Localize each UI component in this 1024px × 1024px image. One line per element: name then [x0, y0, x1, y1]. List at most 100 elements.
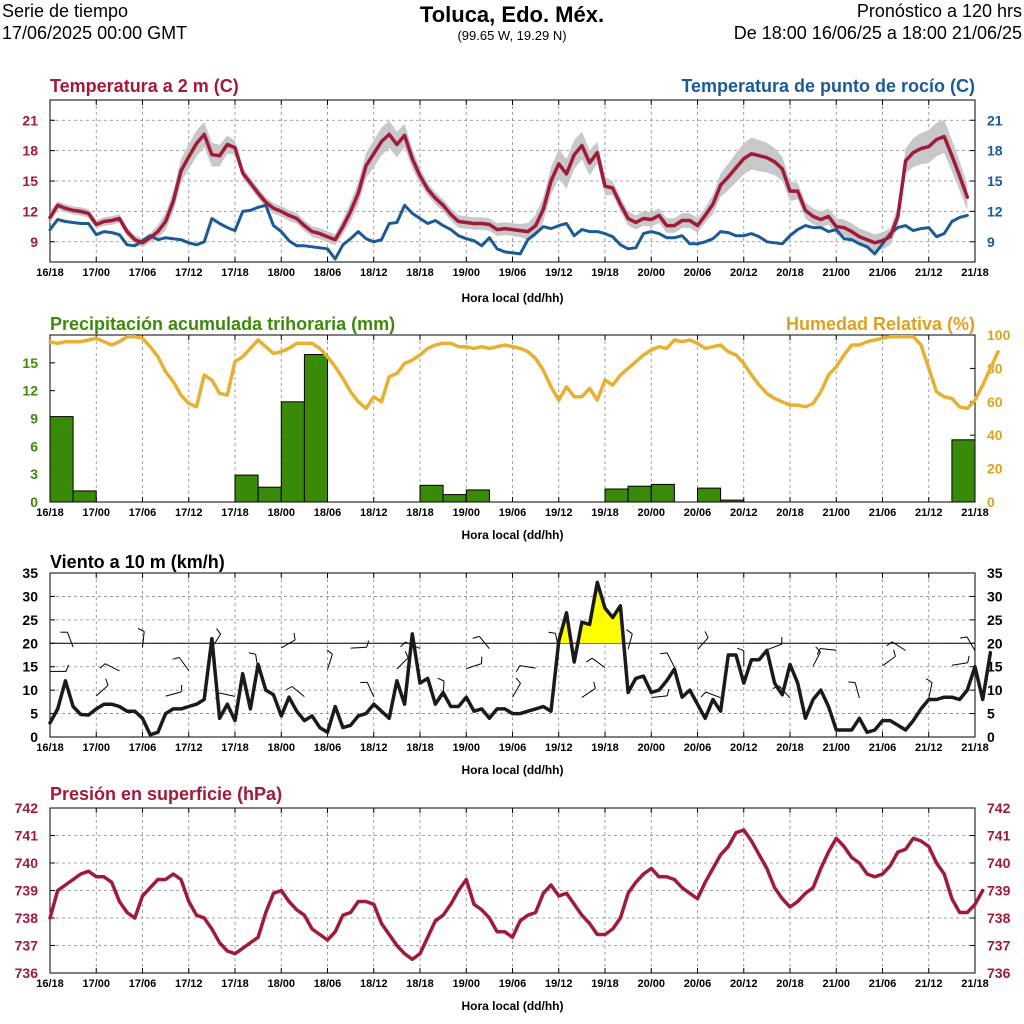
wind-exceedance-fill — [577, 582, 624, 644]
wind-barb-flag — [737, 647, 744, 652]
x-tick-label: 21/06 — [869, 507, 897, 519]
x-tick-label: 18/00 — [267, 507, 295, 519]
location-title: Toluca, Edo. Méx. — [419, 2, 605, 27]
forecast-period-label: De 18:00 16/06/25 a 18:00 21/06/25 — [733, 23, 1022, 43]
x-tick-label: 18/00 — [267, 978, 295, 990]
temp-axis-tick-label: 9 — [30, 234, 38, 250]
x-tick-label: 17/00 — [82, 267, 110, 279]
pressure-axis-tick-label: 739 — [987, 883, 1011, 899]
x-axis-label: Hora local (dd/hh) — [462, 999, 564, 1013]
x-tick-label: 21/12 — [915, 507, 943, 519]
wind-barb-flag — [172, 657, 180, 660]
wind-barb-flag — [626, 629, 633, 635]
x-axis-label: Hora local (dd/hh) — [462, 763, 564, 777]
pressure-axis-tick-label: 738 — [987, 910, 1011, 926]
x-tick-label: 20/18 — [776, 978, 804, 990]
x-tick-label: 19/18 — [591, 507, 619, 519]
x-tick-label: 16/18 — [36, 507, 64, 519]
wind-barb-flag — [704, 631, 709, 638]
x-tick-label: 19/00 — [452, 742, 480, 754]
humidity-axis-tick-label: 20 — [987, 461, 1003, 477]
wind-barb — [366, 681, 375, 698]
wind-axis-tick-label: 30 — [22, 588, 38, 604]
wind-barb-flag — [515, 665, 521, 672]
precip-bar — [627, 485, 652, 503]
wind-barb-flag — [886, 641, 893, 647]
wind-barb — [178, 657, 190, 671]
x-tick-label: 18/12 — [360, 742, 388, 754]
x-tick-label: 17/00 — [82, 507, 110, 519]
wind-barb — [327, 654, 333, 670]
wind-barb-flag — [967, 655, 970, 663]
x-tick-label: 21/06 — [869, 742, 897, 754]
run-date-label: 17/06/2025 00:00 GMT — [2, 23, 188, 43]
dewpoint-axis-tick-label: 12 — [987, 203, 1003, 219]
precip-bar — [604, 488, 629, 503]
x-tick-label: 16/18 — [36, 742, 64, 754]
wind-barb-flag — [366, 640, 370, 648]
x-tick-label: 17/18 — [221, 507, 249, 519]
wind-barb — [281, 639, 296, 649]
dewpoint-line — [48, 203, 969, 261]
x-tick-label: 19/18 — [591, 267, 619, 279]
panel-2: 16/18 17/00 17/06 17/12 17/18 18/00 18/06 18/12… — [22, 314, 1010, 542]
wind-barb — [627, 633, 633, 650]
wind-barb — [854, 682, 860, 699]
temp-axis-tick-label: 21 — [22, 112, 38, 128]
wind-barb — [478, 635, 490, 650]
temp-axis-tick-label: 18 — [22, 143, 38, 159]
pressure-axis-tick-label: 740 — [15, 855, 39, 871]
humidity-axis-tick-label: 60 — [987, 394, 1003, 410]
wind-barb — [591, 657, 606, 669]
precip-bar — [280, 401, 305, 503]
temperature-range-band — [50, 119, 968, 252]
wind-barb — [581, 688, 596, 698]
pressure-axis-tick-label: 742 — [987, 800, 1011, 816]
x-tick-label: 18/18 — [406, 267, 434, 279]
x-tick-label: 21/18 — [961, 978, 989, 990]
wind-axis-tick-label: 0 — [30, 729, 38, 745]
wind-title: Viento a 10 m (km/h) — [50, 552, 225, 572]
x-tick-label: 17/00 — [82, 978, 110, 990]
x-tick-label: 19/06 — [499, 742, 527, 754]
wind-axis-tick-label: 0 — [987, 729, 995, 745]
x-tick-label: 18/06 — [314, 507, 342, 519]
header-center: Toluca, Edo. Méx. (99.65 W, 19.29 N) — [312, 2, 712, 44]
pressure-axis-tick-label: 738 — [15, 910, 39, 926]
pressure-axis-tick-label: 741 — [15, 828, 39, 844]
panel-3: 16/18 17/00 17/06 17/12 17/18 18/00 18/06 18/12… — [22, 552, 1002, 777]
x-tick-label: 20/12 — [730, 978, 758, 990]
wind-axis-tick-label: 15 — [987, 659, 1003, 675]
x-tick-label: 21/12 — [915, 267, 943, 279]
x-tick-label: 19/06 — [499, 978, 527, 990]
x-tick-label: 17/06 — [129, 742, 157, 754]
wind-barb-flag — [960, 636, 968, 639]
x-tick-label: 21/00 — [822, 742, 850, 754]
x-tick-label: 18/06 — [314, 267, 342, 279]
pressure-axis-tick-label: 740 — [987, 855, 1011, 871]
pressure-line — [48, 828, 985, 962]
x-tick-label: 19/12 — [545, 978, 573, 990]
x-tick-label: 21/18 — [961, 507, 989, 519]
x-tick-label: 18/00 — [267, 742, 295, 754]
wind-barb-flag — [180, 684, 183, 693]
precip-bar — [720, 499, 745, 503]
dewpoint-title: Temperatura de punto de rocío (C) — [681, 76, 975, 96]
x-tick-label: 20/00 — [637, 978, 665, 990]
header-left: Serie de tiempo 17/06/2025 00:00 GMT — [2, 0, 187, 44]
x-tick-label: 21/06 — [869, 267, 897, 279]
wind-barb-flag — [893, 649, 896, 657]
wind-barb — [95, 684, 109, 697]
wind-barb — [705, 691, 721, 699]
series-type-label: Serie de tiempo — [2, 1, 129, 21]
wind-barb — [165, 691, 182, 697]
x-tick-label: 16/18 — [36, 978, 64, 990]
wind-barb-flag — [404, 651, 409, 658]
precip-bar — [697, 487, 722, 503]
wind-barb — [951, 662, 968, 666]
wind-barb — [766, 643, 782, 651]
precip-bar — [257, 486, 282, 503]
wind-barb — [966, 636, 976, 652]
humidity-axis-tick-label: 0 — [987, 494, 995, 510]
